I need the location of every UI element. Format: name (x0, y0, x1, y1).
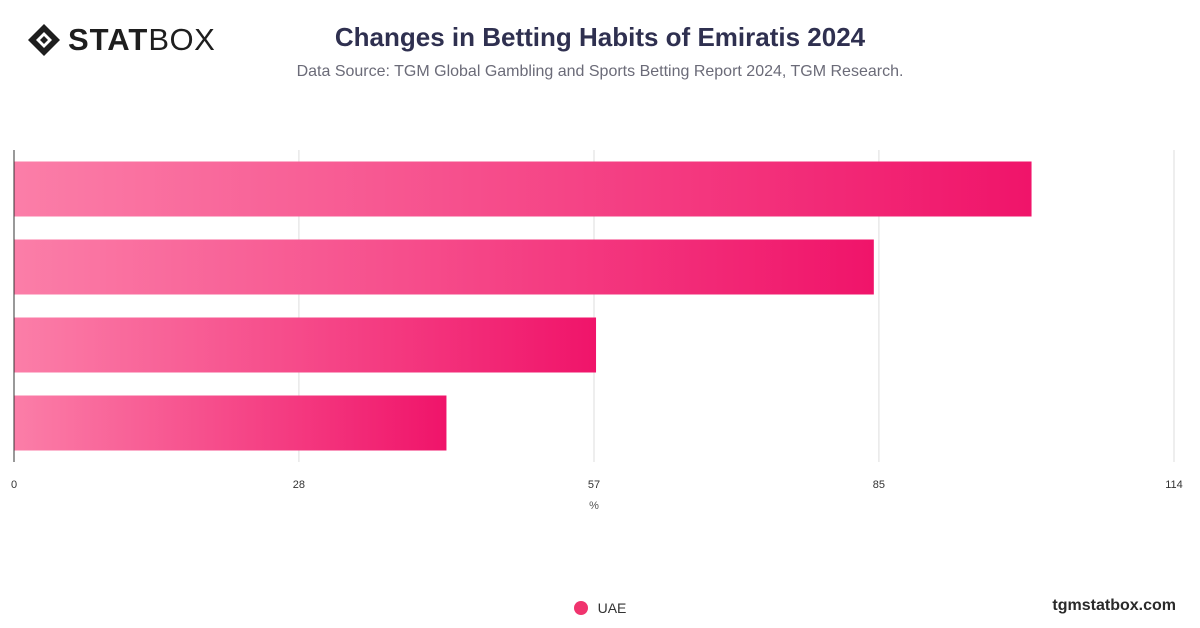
bar[interactable] (14, 395, 447, 451)
site-url[interactable]: tgmstatbox.com (1052, 597, 1176, 614)
x-tick-label: 114 (1165, 479, 1183, 491)
bar[interactable] (14, 161, 1032, 217)
bar[interactable] (14, 239, 874, 295)
x-tick-labels: 0 28 57 85 114 (11, 479, 1183, 491)
x-tick-label: 57 (588, 479, 600, 491)
x-tick-label: 0 (11, 479, 17, 491)
chart-title: Changes in Betting Habits of Emiratis 20… (334, 22, 866, 52)
bar-chart: 0 28 57 85 114 % (11, 150, 1183, 512)
x-tick-label: 85 (873, 479, 885, 491)
statbox-logo: STATBOX (26, 22, 215, 58)
x-tick-label: 28 (293, 479, 305, 491)
diamond-logo-icon (28, 24, 60, 56)
legend-label-uae[interactable]: UAE (597, 600, 627, 616)
legend-swatch-uae[interactable] (573, 601, 588, 615)
logo-wordmark-bold: STAT (68, 22, 149, 57)
bars (14, 161, 1032, 451)
chart-subtitle: Data Source: TGM Global Gambling and Spo… (296, 63, 904, 80)
legend: UAE (0, 600, 1200, 616)
logo-wordmark-light: BOX (148, 22, 216, 57)
x-axis-label: % (589, 500, 599, 512)
logo-wordmark: STATBOX (68, 22, 215, 58)
bar[interactable] (14, 317, 597, 373)
